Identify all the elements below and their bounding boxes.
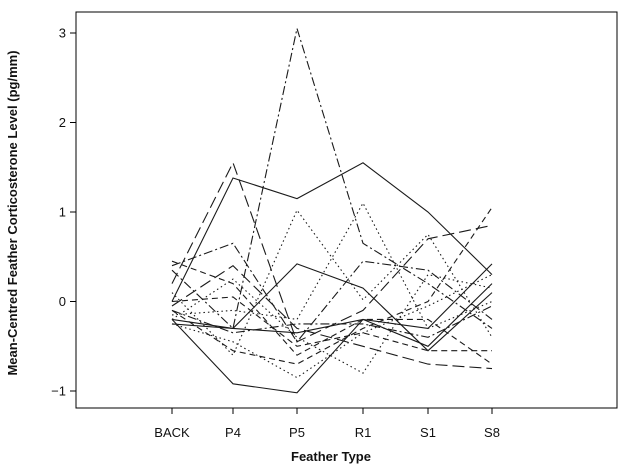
series-line — [171, 273, 493, 374]
y-axis-ticks: −1 0 1 2 3 — [51, 26, 76, 399]
series-line — [171, 162, 493, 302]
series-line — [171, 263, 493, 394]
plot-frame — [75, 11, 618, 409]
x-tick-label: BACK — [154, 425, 190, 440]
x-tick-label: P5 — [289, 425, 305, 440]
y-tick-label: 1 — [59, 205, 66, 220]
x-axis-title: Feather Type — [291, 449, 371, 464]
y-tick-label: 3 — [59, 26, 66, 41]
series-line — [171, 264, 493, 370]
x-tick-label: P4 — [225, 425, 241, 440]
series-line — [171, 274, 493, 379]
y-axis-title: Mean-Centred Feather Corticosterone Leve… — [5, 50, 20, 375]
plot-area — [75, 11, 618, 409]
series-line — [171, 209, 493, 357]
series-line — [171, 305, 493, 338]
y-tick-label: 2 — [59, 115, 66, 130]
series-line — [171, 296, 492, 352]
x-tick-label: R1 — [355, 425, 372, 440]
x-tick-label: S8 — [484, 425, 500, 440]
x-axis-ticks: BACK P4 P5 R1 S1 S8 — [154, 408, 500, 440]
series-lines — [171, 26, 493, 394]
y-tick-label: 0 — [59, 294, 66, 309]
series-line — [171, 207, 493, 365]
y-tick-label: −1 — [51, 384, 66, 399]
series-line — [171, 201, 493, 330]
series-line — [171, 26, 493, 330]
series-line — [171, 260, 493, 365]
series-line — [171, 263, 493, 352]
series-line — [171, 161, 493, 343]
x-tick-label: S1 — [420, 425, 436, 440]
series-line — [171, 242, 493, 343]
